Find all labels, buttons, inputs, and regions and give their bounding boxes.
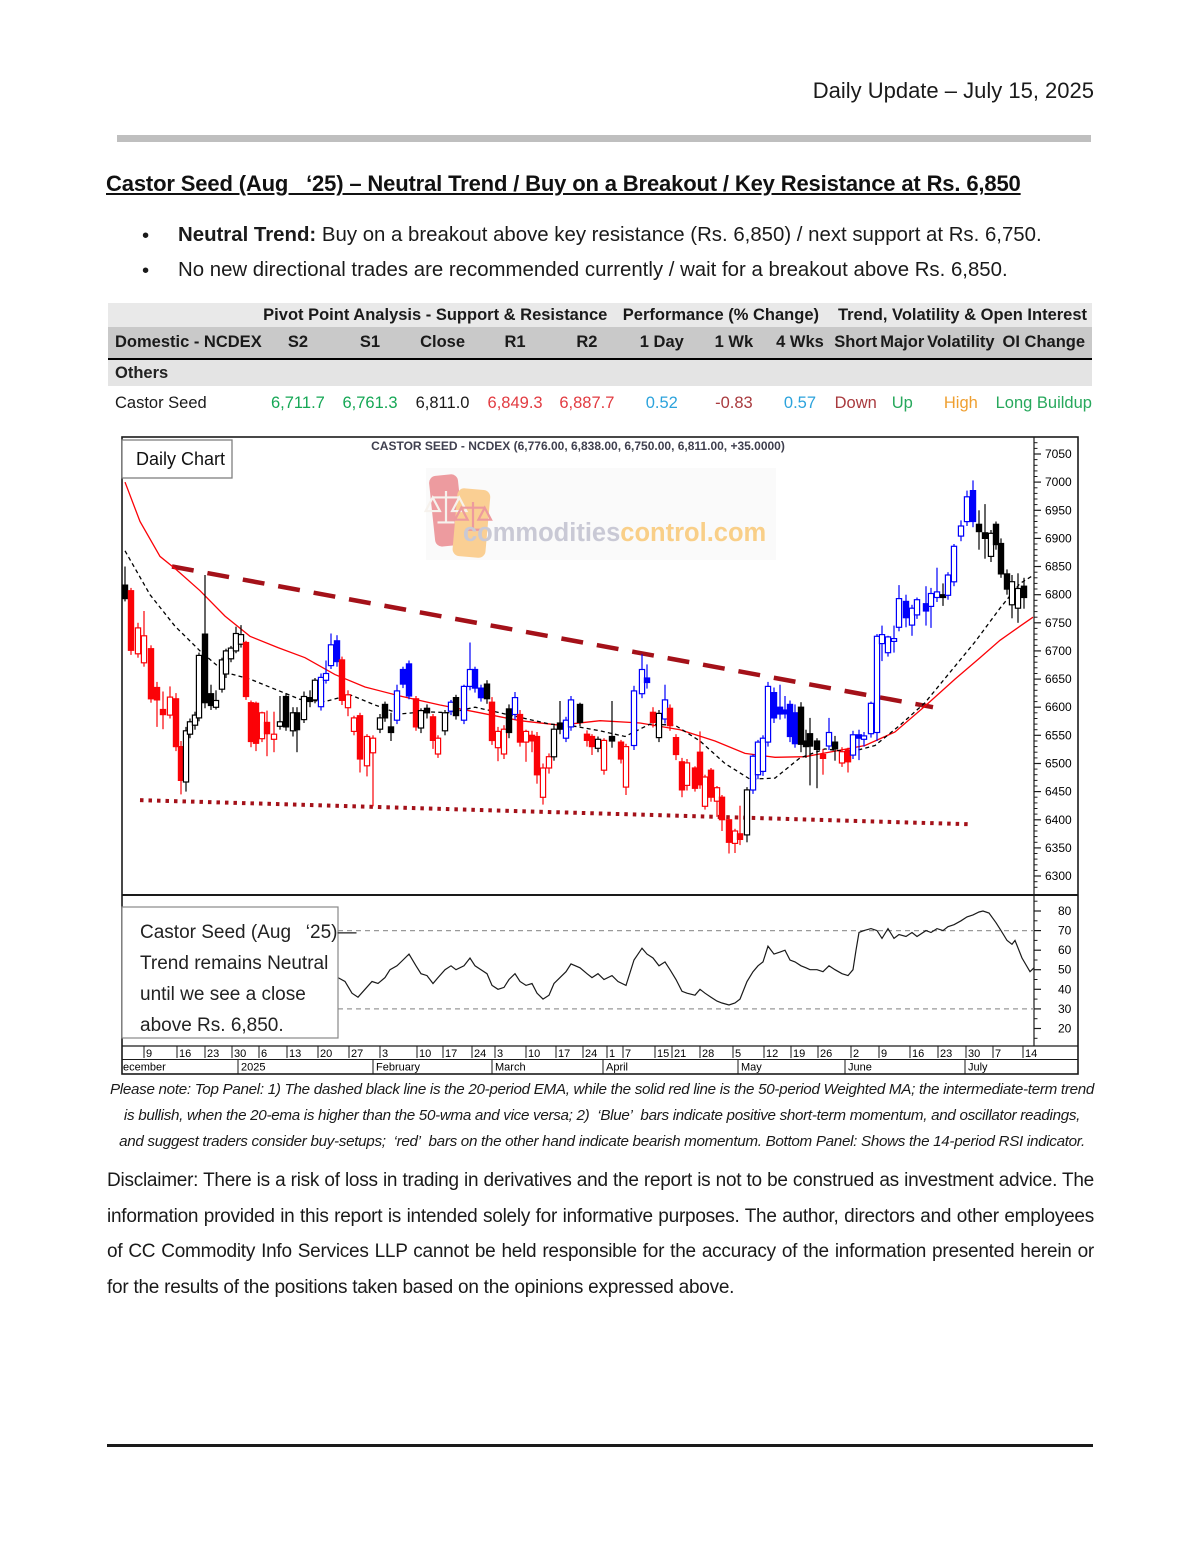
- svg-text:3: 3: [497, 1048, 503, 1060]
- svg-text:commoditiescontrol.com: commoditiescontrol.com: [463, 519, 766, 547]
- svg-text:March: March: [495, 1062, 526, 1074]
- svg-text:3: 3: [382, 1048, 388, 1060]
- svg-text:17: 17: [445, 1048, 457, 1060]
- svg-text:50: 50: [1058, 963, 1072, 977]
- svg-text:6850: 6850: [1045, 560, 1072, 574]
- svg-text:23: 23: [207, 1048, 219, 1060]
- svg-text:6800: 6800: [1045, 588, 1072, 602]
- svg-text:6350: 6350: [1045, 841, 1072, 855]
- svg-text:February: February: [376, 1062, 421, 1074]
- svg-text:23: 23: [940, 1048, 952, 1060]
- svg-text:70: 70: [1058, 924, 1072, 938]
- svg-text:6: 6: [261, 1048, 267, 1060]
- svg-text:6550: 6550: [1045, 728, 1072, 742]
- svg-text:10: 10: [419, 1048, 431, 1060]
- svg-text:7050: 7050: [1045, 447, 1072, 461]
- svg-text:6600: 6600: [1045, 700, 1072, 714]
- svg-text:6400: 6400: [1045, 813, 1072, 827]
- svg-text:30: 30: [1058, 1002, 1072, 1016]
- svg-text:30: 30: [968, 1048, 980, 1060]
- svg-text:7: 7: [625, 1048, 631, 1060]
- svg-text:6950: 6950: [1045, 503, 1072, 517]
- svg-text:19: 19: [793, 1048, 805, 1060]
- svg-text:1: 1: [609, 1048, 615, 1060]
- svg-text:21: 21: [674, 1048, 686, 1060]
- svg-text:5: 5: [735, 1048, 741, 1060]
- svg-text:6300: 6300: [1045, 869, 1072, 883]
- svg-text:Castor Seed (Aug ‘25)—: Castor Seed (Aug ‘25)—: [140, 922, 357, 943]
- svg-text:16: 16: [179, 1048, 191, 1060]
- svg-text:April: April: [606, 1062, 628, 1074]
- svg-text:17: 17: [558, 1048, 570, 1060]
- svg-text:24: 24: [585, 1048, 597, 1060]
- svg-text:13: 13: [289, 1048, 301, 1060]
- svg-text:until we see a close: until we see a close: [140, 984, 306, 1005]
- svg-text:6650: 6650: [1045, 672, 1072, 686]
- svg-text:40: 40: [1058, 982, 1072, 996]
- svg-text:6700: 6700: [1045, 644, 1072, 658]
- svg-text:30: 30: [234, 1048, 246, 1060]
- svg-text:6500: 6500: [1045, 757, 1072, 771]
- svg-text:7: 7: [995, 1048, 1001, 1060]
- svg-text:6450: 6450: [1045, 785, 1072, 799]
- svg-text:6750: 6750: [1045, 616, 1072, 630]
- svg-text:Daily Chart: Daily Chart: [136, 449, 225, 469]
- svg-text:20: 20: [1058, 1022, 1072, 1036]
- svg-text:14: 14: [1025, 1048, 1037, 1060]
- svg-text:June: June: [848, 1062, 872, 1074]
- svg-text:CASTOR SEED - NCDEX (6,776.00,: CASTOR SEED - NCDEX (6,776.00, 6,838.00,…: [371, 439, 785, 453]
- svg-text:26: 26: [820, 1048, 832, 1060]
- svg-text:2025: 2025: [241, 1062, 265, 1074]
- svg-text:July: July: [968, 1062, 988, 1074]
- svg-text:9: 9: [881, 1048, 887, 1060]
- svg-text:May: May: [741, 1062, 762, 1074]
- svg-text:Trend remains Neutral: Trend remains Neutral: [140, 953, 328, 974]
- svg-text:2: 2: [853, 1048, 859, 1060]
- svg-text:27: 27: [351, 1048, 363, 1060]
- svg-text:80: 80: [1058, 904, 1072, 918]
- svg-text:7000: 7000: [1045, 475, 1072, 489]
- svg-text:ecember: ecember: [123, 1062, 166, 1074]
- svg-text:28: 28: [702, 1048, 714, 1060]
- svg-text:10: 10: [528, 1048, 540, 1060]
- svg-text:above Rs. 6,850.: above Rs. 6,850.: [140, 1015, 284, 1036]
- svg-text:16: 16: [912, 1048, 924, 1060]
- svg-text:9: 9: [146, 1048, 152, 1060]
- svg-text:24: 24: [474, 1048, 486, 1060]
- svg-text:6900: 6900: [1045, 531, 1072, 545]
- svg-text:15: 15: [657, 1048, 669, 1060]
- svg-text:12: 12: [766, 1048, 778, 1060]
- svg-text:20: 20: [320, 1048, 332, 1060]
- svg-text:60: 60: [1058, 943, 1072, 957]
